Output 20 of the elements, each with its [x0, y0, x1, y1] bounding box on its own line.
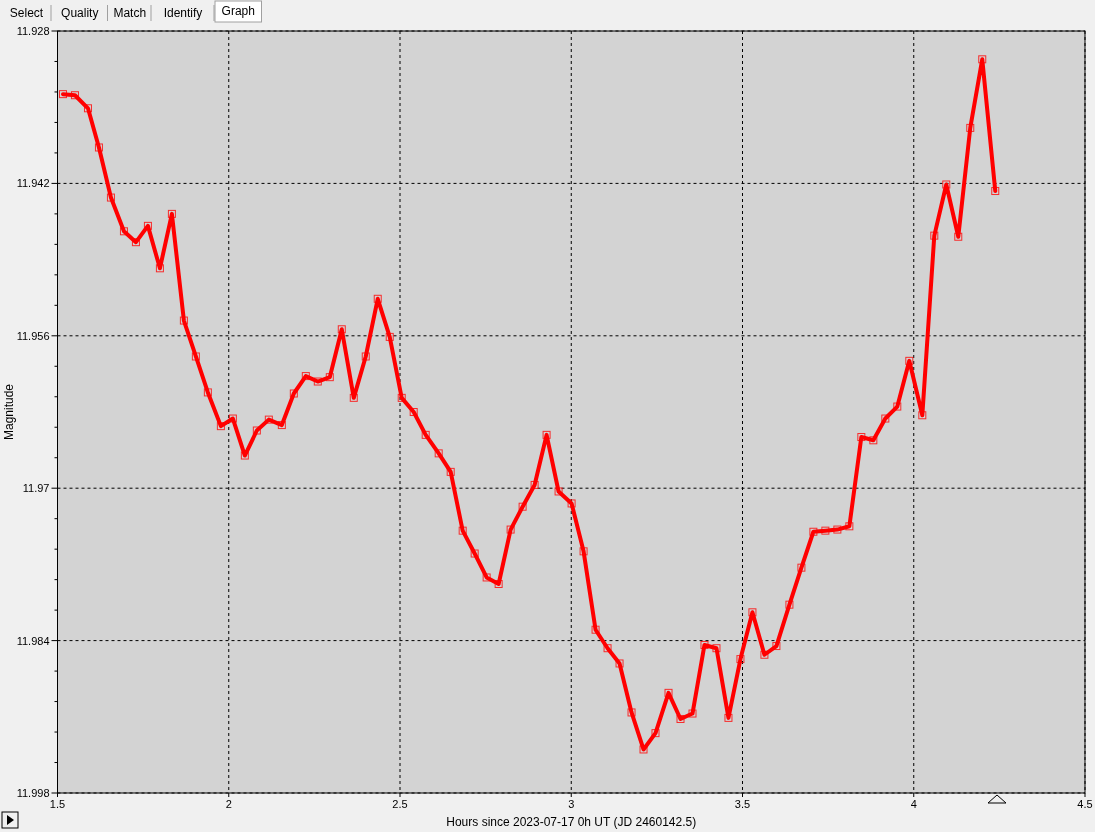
y-tick-label: 11.928 [16, 25, 50, 37]
text: Quality [61, 6, 99, 20]
x-axis-title: Hours since 2023-07-17 0h UT (JD 2460142.5) [446, 815, 697, 829]
y-tick-label: 11.942 [16, 177, 50, 190]
y-axis-title: Magnitude [2, 383, 16, 441]
x-tick-label: 3 [568, 798, 575, 810]
x-tick-label: 4 [910, 798, 917, 810]
y-tick-label: 11.998 [16, 787, 50, 799]
text: Match [113, 6, 147, 20]
x-tick-label: 1.5 [49, 798, 66, 810]
text: Select [9, 6, 44, 20]
y-tick-label: 11.97 [22, 482, 50, 495]
x-tick-label: 3.5 [734, 798, 751, 810]
text: Graph [221, 4, 255, 18]
text: Identify [163, 6, 203, 20]
y-tick-label: 11.984 [16, 634, 50, 647]
x-tick-label: 4.5 [1077, 798, 1093, 810]
x-tick-label: 2 [225, 798, 232, 810]
y-tick-label: 11.956 [16, 329, 50, 342]
x-tick-label: 2.5 [392, 798, 408, 810]
